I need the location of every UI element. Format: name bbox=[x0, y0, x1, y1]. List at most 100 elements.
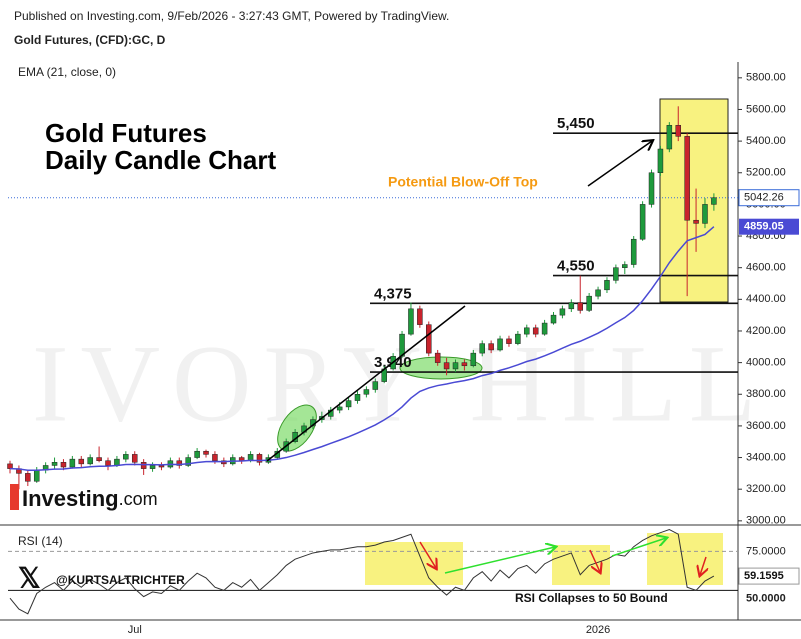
candle-body bbox=[149, 465, 156, 469]
logo: Investing.com bbox=[22, 486, 158, 511]
candle-body bbox=[69, 458, 76, 468]
logo-main: Investing bbox=[22, 486, 119, 511]
x-tick-label: Jul bbox=[128, 624, 142, 636]
candle-body bbox=[630, 238, 637, 265]
candle-body bbox=[639, 204, 646, 240]
candle-body bbox=[595, 289, 601, 297]
candle-body bbox=[194, 450, 200, 458]
candle-body bbox=[158, 465, 165, 468]
candle-body bbox=[443, 362, 450, 370]
arrow bbox=[611, 538, 666, 557]
candle-body bbox=[203, 450, 209, 455]
candle-body bbox=[114, 458, 120, 466]
rsi-annotation: RSI Collapses to 50 Bound bbox=[515, 591, 668, 605]
trend-line bbox=[266, 305, 466, 462]
candle-body bbox=[372, 381, 379, 390]
candle-body bbox=[363, 389, 370, 395]
rsi-highlight bbox=[365, 542, 463, 585]
level-label: 4,375 bbox=[374, 285, 412, 302]
candle-body bbox=[613, 267, 619, 281]
published-note: Published on Investing.com, 9/Feb/2026 -… bbox=[14, 9, 449, 23]
price-badge-value: 5042.26 bbox=[744, 192, 784, 204]
candle-body bbox=[140, 462, 147, 469]
arrow bbox=[419, 541, 436, 568]
candle-body bbox=[212, 454, 218, 461]
y-tick-label: 5800.00 bbox=[746, 72, 786, 84]
annotation: Potential Blow-Off Top bbox=[388, 174, 538, 190]
candle-body bbox=[336, 406, 343, 411]
handle: @KURTSALTRICHTER bbox=[56, 573, 185, 587]
candle-body bbox=[256, 454, 263, 463]
watermark: IVORY HILL bbox=[32, 322, 768, 444]
candle-body bbox=[96, 457, 102, 461]
candle-body bbox=[488, 343, 494, 351]
y-tick-label: 4400.00 bbox=[746, 293, 786, 305]
candle-body bbox=[461, 362, 468, 367]
ema-legend: EMA (21, close, 0) bbox=[18, 65, 116, 79]
rsi-legend: RSI (14) bbox=[18, 534, 63, 548]
ema-line bbox=[9, 226, 715, 471]
candle-body bbox=[532, 327, 539, 335]
candle-body bbox=[470, 352, 477, 367]
candle-body bbox=[559, 308, 566, 316]
candle-body bbox=[675, 125, 681, 137]
candle-body bbox=[399, 333, 405, 357]
candle-body bbox=[426, 324, 432, 354]
candle-body bbox=[434, 352, 441, 363]
arrow bbox=[589, 549, 600, 572]
highlight-ellipse bbox=[399, 356, 483, 380]
candle-body bbox=[684, 136, 690, 221]
y-tick-label: 4000.00 bbox=[746, 357, 786, 369]
candle-body bbox=[131, 454, 138, 463]
candle-body bbox=[105, 460, 111, 466]
rsi-badge bbox=[738, 567, 800, 585]
y-tick-label: 5600.00 bbox=[746, 103, 786, 115]
candle-body bbox=[176, 460, 183, 466]
candle-body bbox=[7, 463, 13, 469]
candle-body bbox=[506, 338, 512, 344]
y-tick-label: 3000.00 bbox=[746, 515, 786, 527]
candle-body bbox=[417, 308, 423, 325]
arrow bbox=[444, 547, 555, 574]
candle-body bbox=[711, 197, 717, 205]
y-tick-label: 75.0000 bbox=[746, 545, 786, 557]
candle-body bbox=[648, 172, 655, 205]
arrow bbox=[700, 556, 706, 575]
candle-body bbox=[51, 462, 58, 466]
candle-body bbox=[515, 333, 521, 344]
chart-title: Gold Futures bbox=[45, 118, 207, 148]
candle-body bbox=[123, 454, 129, 460]
candle-body bbox=[345, 400, 352, 408]
candle-body bbox=[577, 302, 583, 311]
y-tick-label: 4600.00 bbox=[746, 262, 786, 274]
y-tick-label: 5200.00 bbox=[746, 167, 786, 179]
candle-body bbox=[568, 302, 575, 310]
arrow bbox=[587, 141, 652, 187]
candle-body bbox=[550, 314, 557, 324]
candle-body bbox=[524, 327, 530, 335]
logo-mark bbox=[10, 484, 19, 510]
y-tick-label: 50.0000 bbox=[746, 592, 786, 604]
rsi-badge-value: 59.1595 bbox=[744, 570, 784, 582]
candle-body bbox=[78, 458, 85, 465]
candle-body bbox=[185, 457, 191, 466]
logo-suffix: .com bbox=[119, 489, 158, 509]
candle-body bbox=[33, 469, 40, 482]
x-tick-label: 2026 bbox=[586, 624, 610, 636]
x-logo: 𝕏 bbox=[18, 562, 41, 593]
candle-body bbox=[604, 280, 610, 291]
candle-body bbox=[87, 457, 93, 465]
candle-body bbox=[408, 308, 414, 335]
y-tick-label: 3800.00 bbox=[746, 388, 786, 400]
candle-body bbox=[657, 148, 664, 174]
candle-body bbox=[541, 322, 548, 335]
candle-body bbox=[702, 204, 708, 224]
candle-body bbox=[586, 295, 592, 311]
symbol: Gold Futures, (CFD):GC, D bbox=[14, 33, 166, 47]
candle-body bbox=[452, 362, 459, 370]
y-tick-label: 3200.00 bbox=[746, 483, 786, 495]
candle-body bbox=[666, 125, 673, 150]
candle-body bbox=[497, 338, 503, 351]
level-label: 5,450 bbox=[557, 115, 595, 132]
